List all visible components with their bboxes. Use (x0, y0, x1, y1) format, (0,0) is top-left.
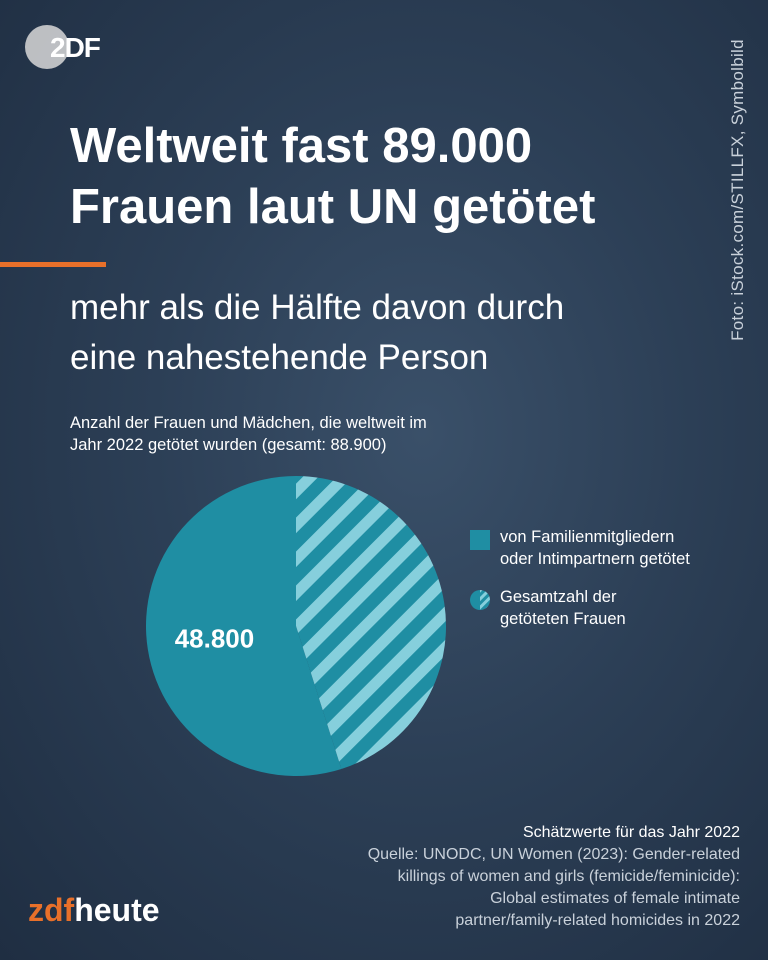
source-block: Schätzwerte für das Jahr 2022 Quelle: UN… (280, 822, 740, 932)
solid-square-icon (470, 530, 490, 550)
source-line: partner/family-related homicides in 2022 (455, 912, 740, 929)
chart-description-line-1: Anzahl der Frauen und Mädchen, die weltw… (70, 414, 427, 432)
zdfheute-logo: zdfheute (28, 892, 160, 928)
subheadline: mehr als die Hälfte davon durch eine nah… (70, 283, 730, 383)
source-line: killings of women and girls (femicide/fe… (397, 868, 740, 885)
headline: Weltweit fast 89.000 Frauen laut UN getö… (70, 116, 710, 238)
headline-line-2: Frauen laut UN getötet (70, 180, 596, 234)
half-striped-circle-icon (470, 590, 490, 610)
pie-slice-total (296, 476, 447, 769)
headline-line-1: Weltweit fast 89.000 (70, 119, 533, 173)
subheadline-line-2: eine nahestehende Person (70, 338, 489, 377)
legend-label-line: getöteten Frauen (500, 610, 626, 628)
pie-chart: 48.800 (146, 476, 447, 776)
legend: von Familienmitgliedern oder Intimpartne… (470, 526, 750, 646)
source-line: Quelle: UNODC, UN Women (2023): Gender-r… (367, 846, 740, 863)
legend-label-line: Gesamtzahl der (500, 588, 617, 606)
pie-slice-label: 48.800 (175, 624, 255, 654)
legend-item-total: Gesamtzahl der getöteten Frauen (470, 586, 750, 630)
pie-slice-family (146, 476, 342, 776)
estimate-note: Schätzwerte für das Jahr 2022 (522, 824, 740, 841)
subheadline-line-1: mehr als die Hälfte davon durch (70, 288, 565, 327)
accent-line (0, 262, 106, 267)
zdf-logo-text: 2DF (50, 32, 101, 63)
brand-heute: heute (74, 892, 160, 928)
brand-zdf: zdf (28, 892, 75, 928)
source-line: Global estimates of female intimate (490, 890, 740, 907)
chart-description-line-2: Jahr 2022 getötet wurden (gesamt: 88.900… (70, 436, 387, 454)
legend-item-family: von Familienmitgliedern oder Intimpartne… (470, 526, 750, 570)
legend-label-line: oder Intimpartnern getötet (500, 550, 690, 568)
legend-label-line: von Familienmitgliedern (500, 528, 675, 546)
photo-credit: Foto: iStock.com/STILLFX, Symbolbild (728, 39, 747, 341)
zdf-logo: 2DF (25, 25, 102, 69)
chart-description: Anzahl der Frauen und Mädchen, die weltw… (70, 412, 500, 456)
